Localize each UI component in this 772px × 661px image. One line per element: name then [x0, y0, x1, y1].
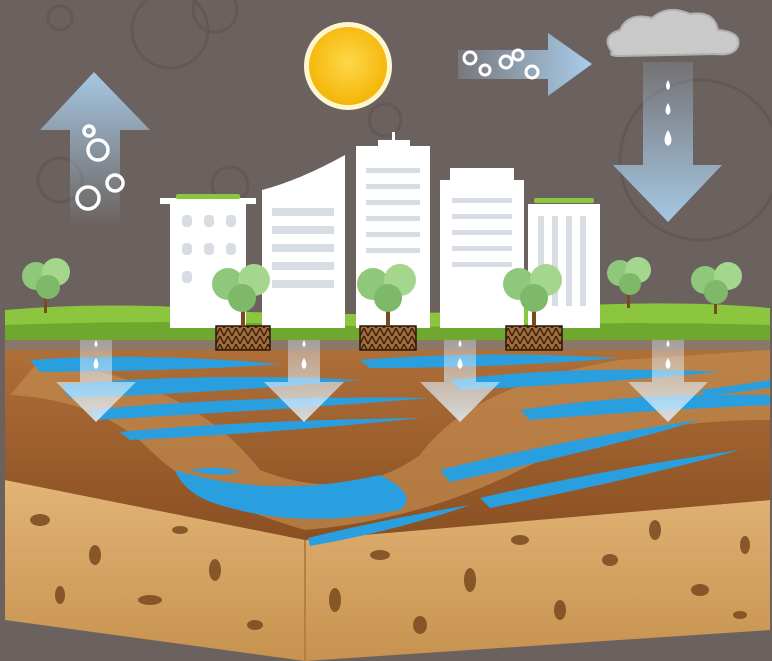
tree-icon [607, 257, 651, 308]
infiltration-arrow-icon [420, 320, 500, 422]
wind-arrow-icon [458, 33, 592, 96]
infiltration-arrow-icon [56, 320, 136, 422]
infiltration-arrow-icon [264, 320, 344, 422]
background-bubbles [36, 0, 772, 242]
infiltration-arrow-icon [628, 320, 708, 422]
planter-box-icon [212, 264, 271, 351]
cloud-icon [606, 8, 740, 58]
city-buildings [160, 132, 600, 328]
planter-box-icon [503, 264, 563, 351]
sponge-layer [5, 480, 770, 661]
tree-icon [22, 258, 70, 313]
building-icon [440, 168, 524, 328]
planter-trees [212, 264, 563, 351]
planter-box-icon [357, 264, 417, 351]
groundwater [30, 354, 770, 546]
building-icon [262, 155, 345, 328]
sun-icon [304, 22, 392, 110]
rain-arrow-icon [613, 62, 722, 222]
evaporation-arrow-icon [40, 72, 150, 225]
infiltration-arrows [56, 320, 708, 422]
tree-icon [691, 262, 742, 314]
trees [22, 257, 742, 314]
